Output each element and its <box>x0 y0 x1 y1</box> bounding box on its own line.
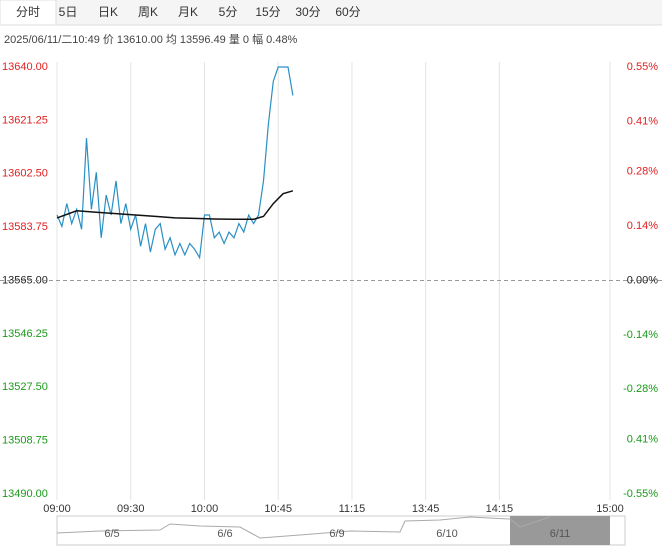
navigator-selection[interactable] <box>510 516 610 545</box>
y-tick-label: 13527.50 <box>2 381 48 393</box>
tab[interactable]: 15分 <box>255 5 280 19</box>
y2-tick-label: 0.41% <box>627 434 658 446</box>
x-tick-label: 10:00 <box>191 503 219 515</box>
tab[interactable]: 月K <box>178 5 198 19</box>
navigator-sparkline <box>56 516 551 539</box>
y-tick-label: 13621.25 <box>2 114 48 126</box>
y2-tick-label: 0.41% <box>627 115 658 127</box>
y-tick-label: 13602.50 <box>2 168 48 180</box>
tab[interactable]: 周K <box>138 5 158 19</box>
tab[interactable]: 30分 <box>295 5 320 19</box>
y2-tick-label: -0.14% <box>623 329 658 341</box>
tab[interactable]: 5分 <box>219 5 238 19</box>
x-tick-label: 15:00 <box>596 503 624 515</box>
y2-tick-label: 0.00% <box>627 274 658 286</box>
y2-tick-label: -0.55% <box>623 488 658 500</box>
y-tick-label: 13640.00 <box>2 61 48 73</box>
y-tick-label: 13583.75 <box>2 221 48 233</box>
price-line <box>56 66 294 260</box>
y2-tick-label: 0.14% <box>627 220 658 232</box>
x-tick-label: 14:15 <box>486 503 514 515</box>
y2-tick-label: 0.55% <box>627 61 658 73</box>
tab-bar <box>0 0 662 25</box>
tab[interactable]: 5日 <box>59 5 78 19</box>
navigator-date: 6/11 <box>550 528 571 540</box>
y-tick-label: 13490.00 <box>2 488 48 500</box>
x-tick-label: 10:45 <box>264 503 292 515</box>
x-tick-label: 09:30 <box>117 503 145 515</box>
info-line: 2025/06/11/二10:49 价 13610.00 均 13596.49 … <box>4 33 298 46</box>
navigator-date: 6/6 <box>217 528 232 540</box>
x-tick-label: 11:15 <box>339 503 366 515</box>
tab[interactable]: 60分 <box>335 5 360 19</box>
active-tab-bg <box>0 0 57 26</box>
tab[interactable]: 日K <box>98 5 118 19</box>
y2-tick-label: -0.28% <box>623 383 658 395</box>
y-tick-label: 13546.25 <box>2 328 48 340</box>
tab[interactable]: 分时 <box>16 5 40 19</box>
price-line <box>56 190 294 221</box>
x-tick-label: 09:00 <box>43 503 71 515</box>
navigator-date: 6/5 <box>104 528 119 540</box>
y2-tick-label: 0.28% <box>627 166 658 178</box>
y-tick-label: 13508.75 <box>2 435 48 447</box>
x-tick-label: 13:45 <box>412 503 440 515</box>
navigator-date: 6/10 <box>436 528 457 540</box>
navigator-date: 6/9 <box>329 528 344 540</box>
